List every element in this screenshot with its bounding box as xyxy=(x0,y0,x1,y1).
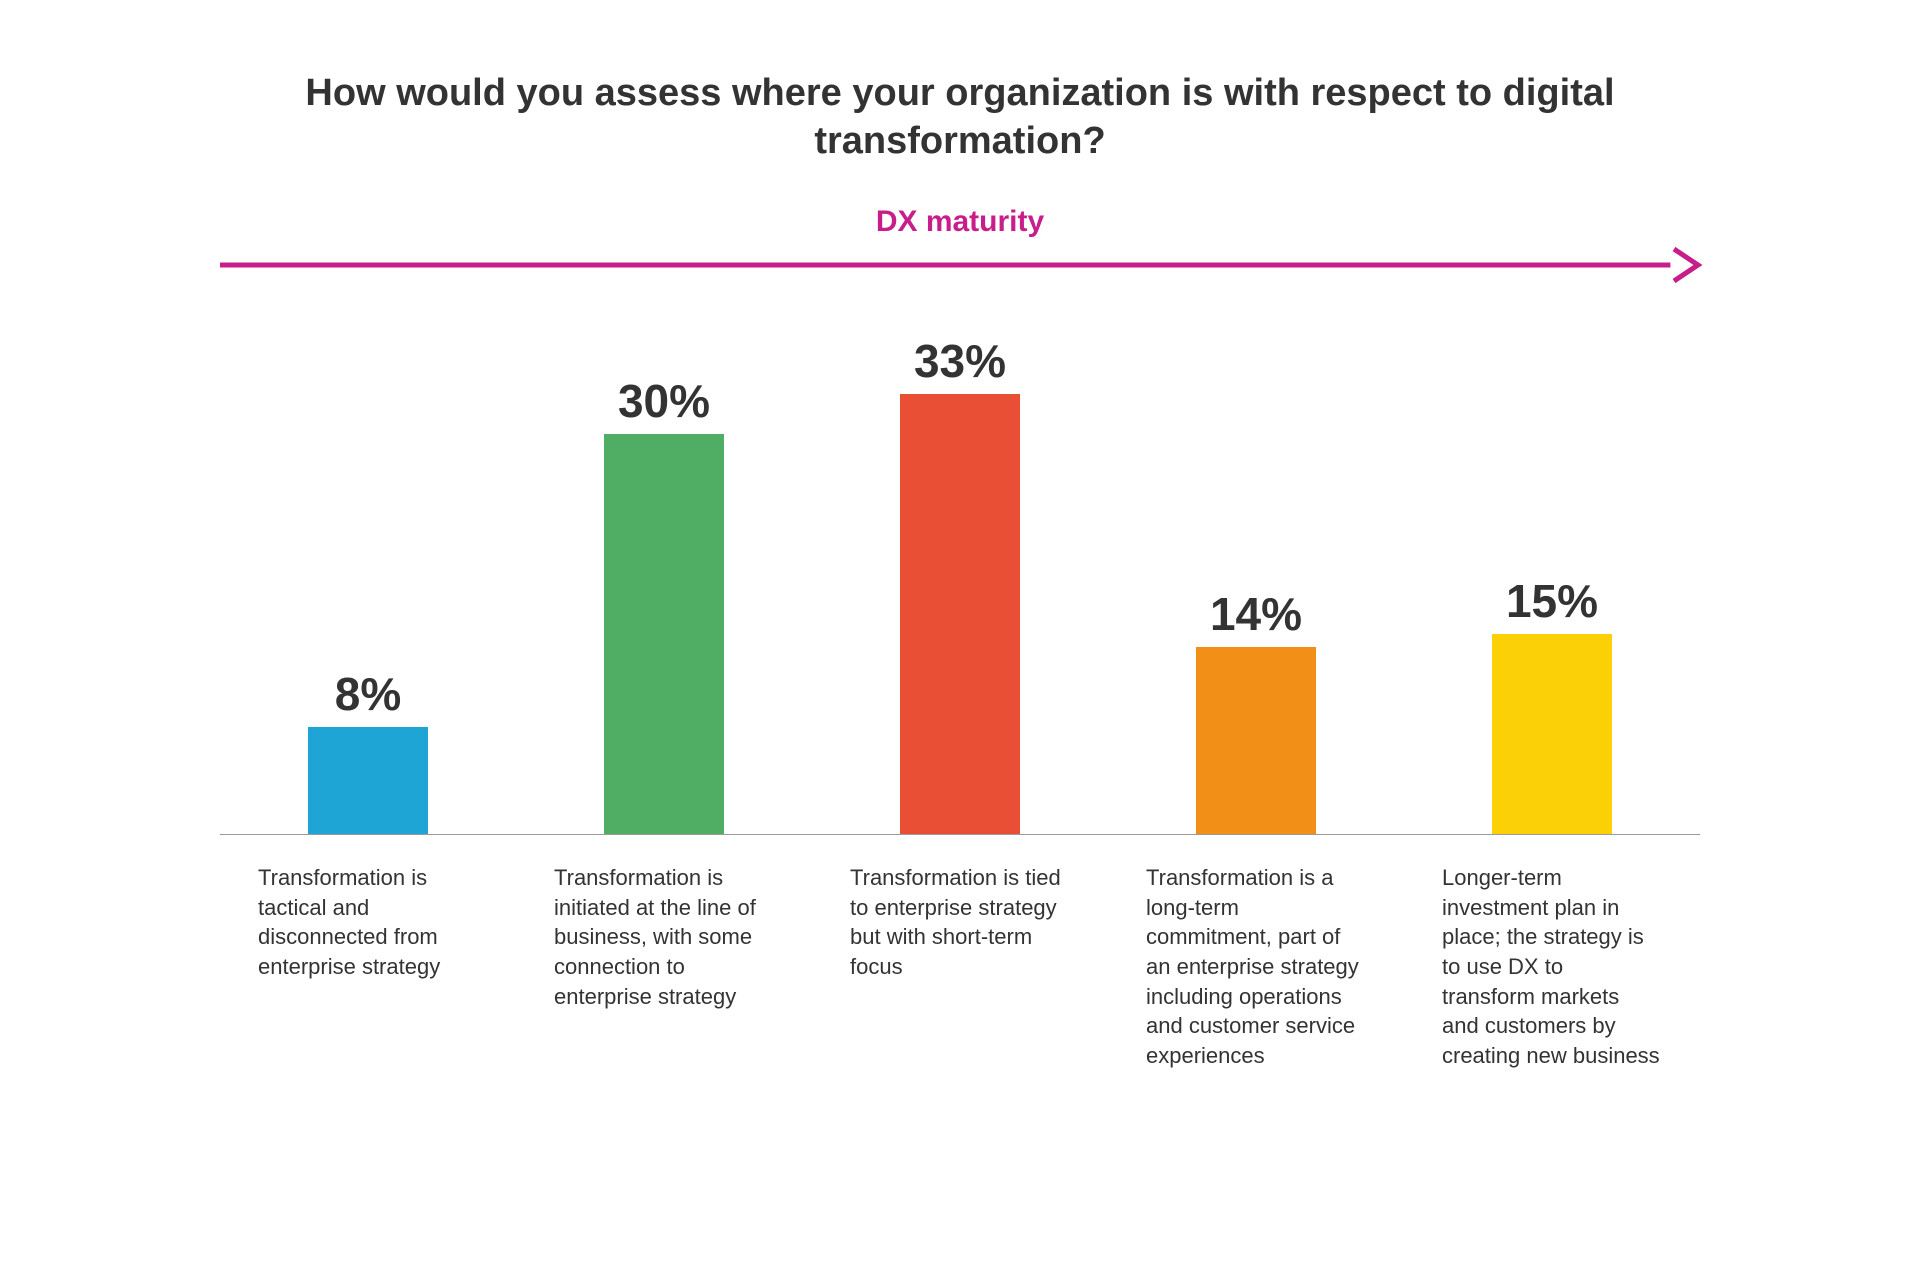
bar xyxy=(604,434,724,834)
bar-value-label: 15% xyxy=(1506,574,1598,628)
bar-category-label: Longer-term investment plan in place; th… xyxy=(1442,863,1662,1071)
bar-category-label: Transformation is a long-term commitment… xyxy=(1146,863,1366,1071)
bar xyxy=(1492,634,1612,834)
bar-col: 8% xyxy=(258,315,478,834)
bar-value-label: 8% xyxy=(335,667,401,721)
bar-col: 33% xyxy=(850,315,1070,834)
bar-value-label: 33% xyxy=(914,334,1006,388)
bar-value-label: 30% xyxy=(618,374,710,428)
maturity-arrow xyxy=(220,245,1700,285)
chart-canvas: How would you assess where your organiza… xyxy=(0,0,1920,1280)
chart-plot: 8% 30% 33% 14% 15% xyxy=(220,315,1700,835)
chart-labels: Transformation is tactical and disconnec… xyxy=(220,863,1700,1071)
bar-col: 14% xyxy=(1146,315,1366,834)
bar xyxy=(900,394,1020,834)
chart-title: How would you assess where your organiza… xyxy=(220,70,1700,165)
bar xyxy=(1196,647,1316,834)
subtitle-wrap: DX maturity xyxy=(220,205,1700,239)
bar-value-label: 14% xyxy=(1210,587,1302,641)
bar-col: 15% xyxy=(1442,315,1662,834)
bar-col: 30% xyxy=(554,315,774,834)
bar xyxy=(308,727,428,834)
maturity-axis-label: DX maturity xyxy=(876,205,1044,238)
bar-category-label: Transformation is tactical and disconnec… xyxy=(258,863,478,1071)
bar-chart: 8% 30% 33% 14% 15% Transformation is tactica… xyxy=(220,315,1700,1071)
bar-category-label: Transformation is tied to enterprise str… xyxy=(850,863,1070,1071)
bar-category-label: Transformation is initiated at the line … xyxy=(554,863,774,1071)
